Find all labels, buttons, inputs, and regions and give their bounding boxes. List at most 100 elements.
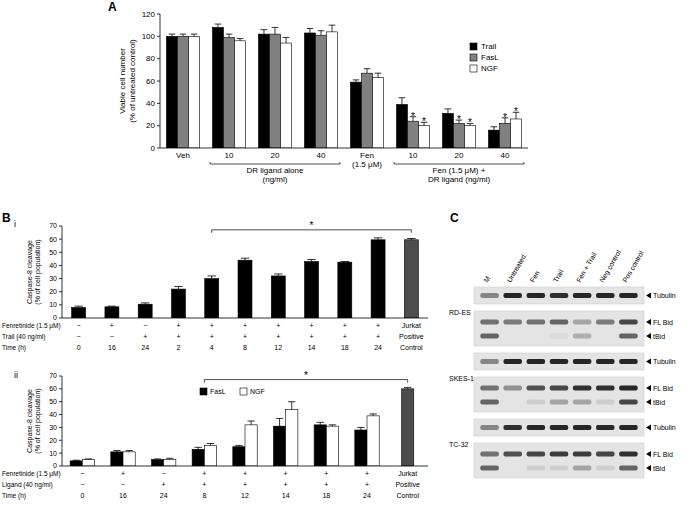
y-tick (157, 103, 160, 104)
bar (82, 460, 94, 466)
bar (419, 126, 430, 148)
error-bar (341, 261, 349, 263)
band (550, 400, 569, 405)
bar (223, 37, 234, 148)
y-tick (157, 81, 160, 82)
y-tick-label: 50 (49, 249, 57, 256)
y-tick-label: 50 (49, 398, 57, 405)
error-bar (357, 427, 364, 430)
error-bar (125, 451, 132, 452)
y-tick-label: 20 (49, 437, 57, 444)
x-tick-label: 20 (271, 151, 280, 160)
text-line: (1.5 μM) (352, 160, 382, 169)
error-bar (329, 25, 336, 32)
bar (233, 447, 245, 466)
error-bar (288, 402, 295, 410)
band-arrow (646, 465, 651, 471)
band (619, 386, 638, 391)
row-cell: Control (396, 492, 419, 499)
band (527, 359, 546, 364)
significance-mark: * (304, 370, 308, 381)
band (550, 334, 569, 339)
y-tick-label: 0 (53, 462, 57, 469)
row-cell: 12 (241, 492, 249, 499)
band (619, 293, 638, 298)
x-axis (62, 466, 428, 467)
bar (281, 43, 292, 148)
band (573, 452, 592, 457)
bar (189, 36, 200, 148)
x-tick-label: 40 (501, 151, 510, 160)
bar (361, 73, 372, 148)
band-arrow (646, 425, 651, 431)
band (596, 359, 615, 364)
band (527, 452, 546, 457)
subpanel-label: i (14, 219, 16, 229)
bar (273, 426, 285, 466)
plot-marks (70, 388, 414, 466)
row-cell: Control (400, 344, 423, 351)
bar (326, 426, 338, 466)
bar (453, 123, 464, 148)
y-tick (157, 36, 160, 37)
row-cell: + (324, 470, 328, 477)
text-line: (% of untreated control) (128, 39, 137, 123)
legend-swatch (470, 54, 477, 61)
band (573, 425, 592, 430)
error-bar (272, 27, 279, 34)
band (573, 359, 592, 364)
bar (166, 36, 177, 148)
error-bar (274, 274, 282, 276)
band (503, 359, 522, 364)
row-cell: + (202, 470, 206, 477)
bar (404, 240, 418, 318)
row-label: Time (h) (2, 492, 26, 500)
row-cell: + (202, 481, 206, 488)
y-axis-label: Viable cell number(% of untreated contro… (118, 39, 136, 123)
bar (70, 461, 82, 466)
error-bar (374, 238, 382, 240)
row-cell: 16 (119, 492, 127, 499)
y-tick-label: 40 (146, 99, 155, 108)
text-line: Viable cell number (118, 48, 127, 114)
bar (164, 460, 176, 466)
error-bar (235, 445, 242, 446)
y-tick-label: 70 (49, 222, 57, 229)
row-cell: Positive (395, 481, 420, 488)
bar (258, 34, 269, 148)
row-cell: − (143, 322, 147, 329)
y-tick-label: 20 (49, 288, 57, 295)
error-bar (375, 73, 382, 77)
error-bar (307, 260, 315, 262)
y-tick-label: 120 (142, 10, 156, 19)
x-tick-label: Fen(1.5 μM) (352, 151, 382, 169)
band (527, 320, 546, 325)
band (550, 425, 569, 430)
bar (212, 27, 223, 148)
row-cell: − (110, 333, 114, 340)
error-bar (113, 451, 120, 452)
row-cell: + (343, 333, 347, 340)
row-cell: + (176, 333, 180, 340)
bar (205, 279, 219, 318)
significance-mark: * (503, 112, 507, 123)
band (480, 293, 499, 298)
band-arrow (646, 451, 651, 457)
error-bar (207, 444, 214, 446)
bar (373, 78, 384, 148)
error-bar (208, 276, 216, 279)
significance-mark: * (310, 220, 314, 231)
row-cell: 18 (341, 344, 349, 351)
y-axis (62, 226, 63, 318)
row-cell: 24 (374, 344, 382, 351)
band-arrow (646, 319, 651, 325)
blot (474, 443, 644, 478)
y-tick (59, 226, 62, 227)
row-cell: + (210, 322, 214, 329)
band-label: tBid (653, 399, 665, 406)
y-tick (59, 466, 62, 467)
bar (488, 130, 499, 148)
row-cell: − (80, 470, 84, 477)
bar (245, 425, 257, 466)
y-tick (59, 401, 62, 402)
